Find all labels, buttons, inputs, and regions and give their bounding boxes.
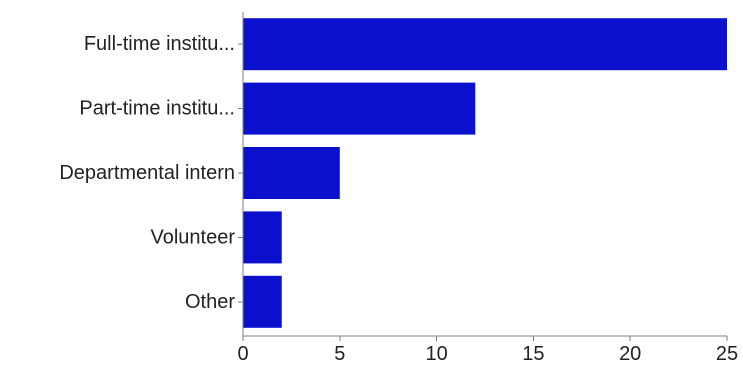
category-label-2: Departmental intern — [59, 162, 235, 184]
axes — [242, 12, 727, 337]
x-tick-label-4: 20 — [619, 343, 641, 365]
bar-4 — [243, 275, 282, 328]
x-tick-label-2: 10 — [425, 343, 447, 365]
category-label-1: Part-time institu... — [79, 98, 235, 120]
category-label-3: Volunteer — [150, 226, 235, 248]
x-tick-label-3: 15 — [522, 343, 544, 365]
category-labels: Full-time institu... Part-time institu...… — [59, 33, 235, 313]
bars — [243, 18, 727, 328]
x-tick-label-0: 0 — [237, 343, 248, 365]
bar-1 — [243, 82, 476, 135]
category-label-4: Other — [185, 291, 235, 313]
x-tick-label-1: 5 — [334, 343, 345, 365]
category-label-0: Full-time institu... — [84, 33, 235, 55]
bar-0 — [243, 18, 727, 71]
x-axis-ticks: 0 5 10 15 20 25 — [237, 43, 738, 365]
x-tick-label-5: 25 — [716, 343, 738, 365]
bar-2 — [243, 147, 340, 199]
bar-3 — [243, 211, 282, 264]
